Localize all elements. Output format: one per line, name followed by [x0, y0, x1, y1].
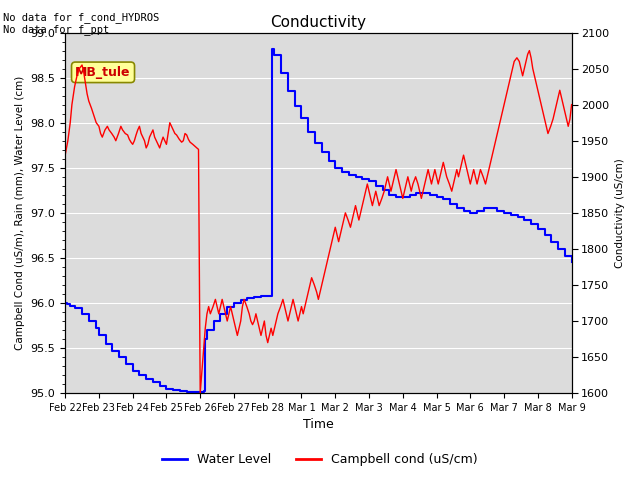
Campbell cond (uS/cm) [451, 174, 459, 180]
Campbell cond (uS/cm) [568, 102, 575, 108]
Title: Conductivity: Conductivity [270, 15, 366, 30]
Y-axis label: Conductivity (uS/cm): Conductivity (uS/cm) [615, 158, 625, 268]
Water Level [271, 52, 278, 58]
Campbell cond (uS/cm) [122, 131, 129, 136]
Y-axis label: Campbell Cond (uS/m), Rain (mm), Water Level (cm): Campbell Cond (uS/m), Rain (mm), Water L… [15, 76, 25, 350]
Water Level [61, 300, 69, 306]
Water Level [298, 115, 305, 121]
Campbell cond (uS/cm) [61, 152, 69, 158]
Water Level [63, 301, 70, 307]
Water Level [473, 208, 481, 214]
Text: MB_tule: MB_tule [76, 66, 131, 79]
Water Level [446, 201, 454, 207]
Campbell cond (uS/cm) [196, 390, 204, 396]
Line: Campbell cond (uS/cm): Campbell cond (uS/cm) [65, 50, 572, 393]
Campbell cond (uS/cm) [245, 311, 253, 317]
Water Level [268, 46, 276, 52]
Water Level [183, 389, 191, 395]
X-axis label: Time: Time [303, 419, 333, 432]
Campbell cond (uS/cm) [247, 318, 255, 324]
Legend: Water Level, Campbell cond (uS/cm): Water Level, Campbell cond (uS/cm) [157, 448, 483, 471]
Water Level [85, 318, 93, 324]
Water Level [568, 260, 575, 265]
Campbell cond (uS/cm) [522, 59, 530, 64]
Campbell cond (uS/cm) [525, 48, 533, 53]
Campbell cond (uS/cm) [399, 195, 406, 201]
Line: Water Level: Water Level [65, 49, 572, 392]
Text: No data for f_cond_HYDROS
No data for f_ppt: No data for f_cond_HYDROS No data for f_… [3, 12, 159, 36]
